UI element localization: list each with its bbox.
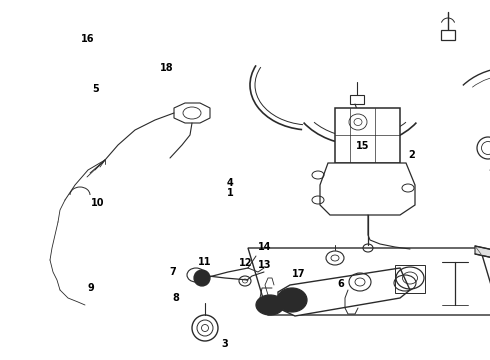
Text: 18: 18	[160, 63, 173, 73]
Text: 7: 7	[169, 267, 176, 277]
Text: 6: 6	[337, 279, 344, 289]
Text: 16: 16	[80, 34, 94, 44]
Text: 5: 5	[92, 84, 99, 94]
FancyBboxPatch shape	[335, 108, 400, 163]
Ellipse shape	[277, 288, 307, 312]
Polygon shape	[248, 248, 490, 315]
Text: 9: 9	[87, 283, 94, 293]
Text: 11: 11	[198, 257, 212, 267]
Polygon shape	[320, 163, 415, 215]
FancyBboxPatch shape	[441, 30, 455, 40]
Polygon shape	[475, 246, 490, 319]
Text: 15: 15	[356, 141, 369, 151]
Text: 14: 14	[258, 242, 271, 252]
Text: 12: 12	[239, 258, 253, 268]
Text: 8: 8	[172, 293, 179, 303]
Text: 1: 1	[227, 188, 234, 198]
Polygon shape	[174, 103, 210, 123]
Text: 4: 4	[227, 178, 234, 188]
Text: 13: 13	[258, 260, 271, 270]
Text: 17: 17	[292, 269, 306, 279]
Text: 2: 2	[408, 150, 415, 160]
Ellipse shape	[256, 295, 284, 315]
FancyBboxPatch shape	[350, 95, 364, 104]
Polygon shape	[278, 268, 410, 316]
Text: 3: 3	[221, 339, 228, 349]
Text: 10: 10	[91, 198, 105, 208]
Ellipse shape	[194, 270, 210, 286]
